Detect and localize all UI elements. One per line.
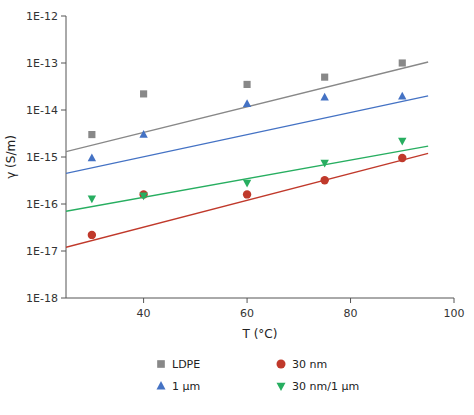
y-tick xyxy=(61,298,66,299)
y-tick-label: 1E-16 xyxy=(26,198,58,211)
y-tick xyxy=(61,16,66,17)
x-tick-label: 60 xyxy=(240,307,254,320)
data-point xyxy=(320,93,328,101)
x-tick xyxy=(350,298,351,303)
fit-line xyxy=(66,96,428,173)
x-tick-label: 80 xyxy=(344,307,358,320)
data-point xyxy=(320,160,328,168)
legend-marker xyxy=(157,360,165,368)
legend-label: 30 nm/1 μm xyxy=(292,380,359,393)
y-tick-label: 1E-15 xyxy=(26,151,58,164)
plot-area xyxy=(66,59,428,247)
data-point xyxy=(398,92,406,100)
data-point xyxy=(140,90,147,97)
data-point xyxy=(243,81,250,88)
data-point xyxy=(139,130,147,138)
x-tick xyxy=(454,298,455,303)
y-tick xyxy=(61,157,66,158)
legend-marker xyxy=(277,360,286,369)
y-tick xyxy=(61,110,66,111)
data-point xyxy=(88,231,96,239)
legend-marker xyxy=(277,383,286,391)
data-point xyxy=(321,74,328,81)
y-tick-label: 1E-12 xyxy=(26,10,58,23)
data-point xyxy=(320,176,328,184)
data-point xyxy=(139,193,147,201)
legend-label: LDPE xyxy=(172,358,200,371)
x-tick-label: 100 xyxy=(444,307,465,320)
fit-line xyxy=(66,146,428,211)
legend: LDPE 1 μm 30 nm 30 nm/1 μm xyxy=(157,358,360,393)
y-axis-label: γ (S/m) xyxy=(4,135,18,179)
x-tick-label: 40 xyxy=(137,307,151,320)
legend-marker xyxy=(157,381,166,389)
data-point xyxy=(88,131,95,138)
x-tick xyxy=(143,298,144,303)
y-tick xyxy=(61,251,66,252)
y-tick-label: 1E-17 xyxy=(26,245,58,258)
data-point xyxy=(399,59,406,66)
y-tick-label: 1E-13 xyxy=(26,57,58,70)
data-point xyxy=(243,190,251,198)
x-axis-line xyxy=(66,298,454,299)
data-point xyxy=(398,154,406,162)
data-point xyxy=(88,153,96,161)
legend-label: 30 nm xyxy=(292,358,327,371)
x-axis-label: T (°C) xyxy=(242,327,278,341)
data-point xyxy=(243,180,251,188)
y-tick-label: 1E-18 xyxy=(26,292,58,305)
fit-line xyxy=(66,153,428,247)
data-point xyxy=(398,138,406,146)
y-tick-label: 1E-14 xyxy=(26,104,58,117)
legend-label: 1 μm xyxy=(172,380,200,393)
chart: 40 60 80 100 1E-18 1E-17 1E-16 1E-15 1E-14 1E-13 1… xyxy=(0,0,474,415)
data-point xyxy=(243,99,251,107)
data-point xyxy=(88,195,96,203)
y-tick xyxy=(61,63,66,64)
y-tick xyxy=(61,204,66,205)
x-tick xyxy=(247,298,248,303)
